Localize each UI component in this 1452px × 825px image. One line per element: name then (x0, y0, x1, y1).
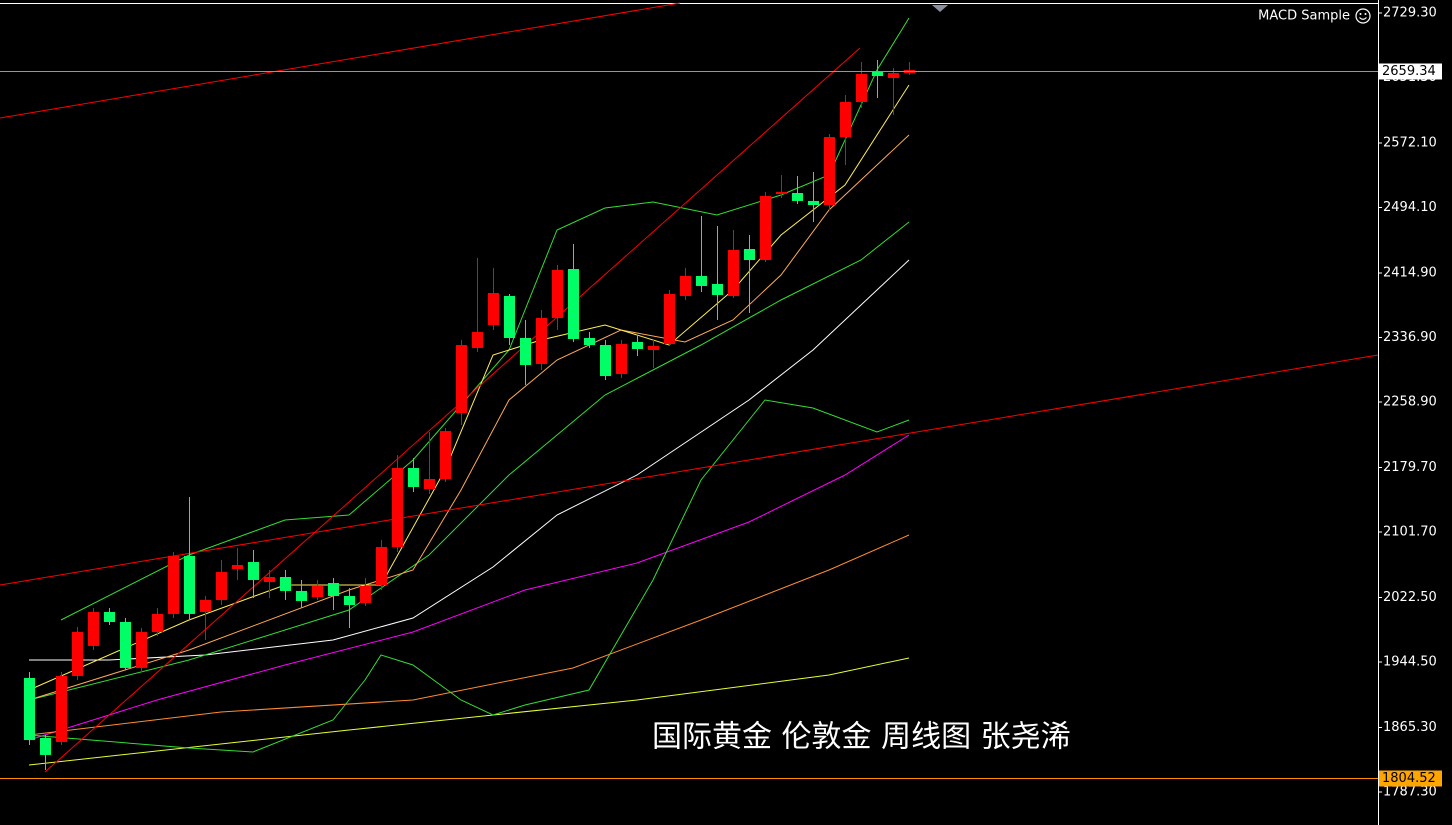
candle-body (248, 562, 259, 580)
candle-body (376, 546, 387, 586)
candle-body (232, 564, 243, 569)
y-tick-label: 2022.50 (1383, 590, 1437, 605)
shift-marker (932, 5, 948, 12)
indicator-line (28, 221, 910, 701)
candle-body (840, 101, 851, 138)
candle-body (744, 249, 755, 261)
expert-label: MACD Sample (1258, 9, 1350, 24)
y-tick-label: 2179.70 (1383, 460, 1437, 475)
y-tick-label: 2336.90 (1383, 330, 1437, 345)
candle-body (408, 467, 419, 488)
candle-body (632, 341, 643, 349)
candle-body (856, 74, 867, 102)
candle-body (72, 631, 83, 676)
indicator-line (28, 434, 910, 741)
candle-body (648, 346, 659, 350)
candle-body (152, 613, 163, 632)
candle-body (472, 332, 483, 348)
candle-body (392, 467, 403, 547)
indicator-line (28, 657, 910, 766)
candle-body (136, 631, 147, 668)
candle-body (888, 73, 899, 78)
price-level-box (1379, 770, 1442, 787)
candle-body (56, 675, 67, 742)
candle-body (440, 431, 451, 479)
smiley-icon (1355, 8, 1371, 24)
candle-body (24, 677, 35, 740)
y-tick-label: 2101.70 (1383, 524, 1437, 539)
price-level-label: 2659.34 (1382, 64, 1436, 79)
candle-body (520, 337, 531, 366)
candle-body (456, 345, 467, 413)
price-level-label: 1804.52 (1382, 771, 1436, 786)
candle-body (728, 249, 739, 296)
candle-body (792, 193, 803, 201)
candle-body (664, 293, 675, 345)
candle-body (872, 71, 883, 76)
candle-body (824, 137, 835, 206)
candle-body (88, 611, 99, 646)
y-tick-label: 2729.30 (1383, 5, 1437, 20)
candle-body (696, 275, 707, 286)
candle-body (312, 586, 323, 598)
candle-body (536, 317, 547, 364)
candle-body (680, 275, 691, 296)
candle-body (328, 583, 339, 597)
y-tick-label: 1944.50 (1383, 655, 1437, 670)
candle-body (424, 478, 435, 489)
y-tick-label: 1865.30 (1383, 720, 1437, 735)
candle-body (808, 200, 819, 206)
indicator-line (0, 2, 681, 119)
candle-body (600, 345, 611, 377)
candle-body (344, 596, 355, 606)
candle-body (776, 192, 787, 195)
indicator-line (29, 259, 910, 661)
candle-body (280, 576, 291, 591)
indicator-line (0, 354, 1379, 586)
candle-body (616, 344, 627, 374)
y-tick-label: 2258.90 (1383, 394, 1437, 409)
candle-body (40, 738, 51, 755)
candle-body (360, 586, 371, 603)
candle-body (264, 576, 275, 583)
watermark: 国际黄金 伦敦金 周线图 张尧浠 (652, 720, 1071, 755)
y-tick-label: 2494.10 (1383, 200, 1437, 215)
y-tick-label: 2414.90 (1383, 265, 1437, 280)
indicator-line (28, 534, 910, 736)
candle-body (712, 283, 723, 295)
candle-body (200, 599, 211, 612)
candle-body (168, 555, 179, 614)
candle-body (216, 572, 227, 600)
candle-body (488, 293, 499, 326)
candle-body (120, 621, 131, 668)
candle-body (552, 270, 563, 318)
y-tick-label: 2572.10 (1383, 135, 1437, 150)
indicator-line (44, 47, 861, 773)
price-level-box (1379, 63, 1442, 80)
y-tick-label: 1787.30 (1383, 785, 1437, 800)
candle-body (568, 269, 579, 339)
indicator-line (28, 399, 910, 753)
candle-body (184, 555, 195, 614)
candle-body (584, 337, 595, 346)
indicator-line (60, 17, 910, 621)
candle-body (296, 590, 307, 601)
candle-body (104, 611, 115, 622)
plot (0, 2, 1379, 773)
candle-body (760, 195, 771, 261)
candle-body (504, 295, 515, 338)
